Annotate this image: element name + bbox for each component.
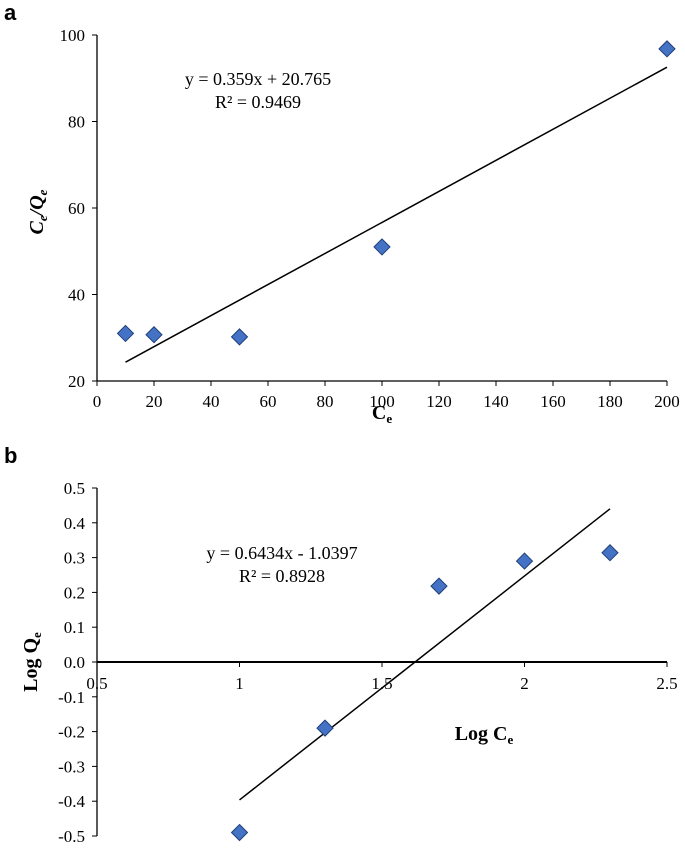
panel-b-data-points bbox=[230, 544, 619, 842]
y-tick-label: -0.1 bbox=[58, 688, 85, 707]
y-tick-label: 80 bbox=[68, 113, 85, 132]
y-tick-label: 0.5 bbox=[64, 479, 85, 498]
x-tick-label: 40 bbox=[203, 392, 220, 411]
x-tick-label: 100 bbox=[369, 392, 395, 411]
y-tick-label: -0.2 bbox=[58, 723, 85, 742]
panel-a-y-title-c: C bbox=[26, 220, 48, 234]
panel-b-equation: y = 0.6434x - 1.0397 bbox=[206, 543, 357, 563]
panel-b-label: b bbox=[4, 443, 17, 468]
data-point bbox=[116, 324, 135, 343]
x-tick-label: 160 bbox=[540, 392, 566, 411]
panel-a-x-title-sub: e bbox=[386, 411, 392, 426]
panel-a-x-axis-title: Ce bbox=[372, 402, 392, 426]
panel-b-r2: R² = 0.8928 bbox=[239, 566, 325, 586]
panel-b-x-title-main: Log C bbox=[455, 723, 508, 745]
x-tick-label: 0 bbox=[93, 392, 102, 411]
y-tick-label: 20 bbox=[68, 372, 85, 391]
panel-b-y-ticks: 0.5 0.4 0.3 0.2 0.1 0.0 -0.1 -0.2 -0.3 -0.4 -0.5 bbox=[58, 479, 97, 846]
x-tick-label: 200 bbox=[654, 392, 680, 411]
panel-b-chart: b 0.5 0.4 0.3 0.2 0.1 0.0 -0.1 -0.2 -0.3 -0.4 -0.5… bbox=[4, 443, 678, 846]
y-tick-label: -0.4 bbox=[58, 792, 85, 811]
y-tick-label: 100 bbox=[60, 26, 86, 45]
panel-b-trendline bbox=[239, 508, 611, 801]
data-point bbox=[601, 544, 619, 562]
panel-a-label: a bbox=[4, 0, 17, 25]
y-tick-label: 0.4 bbox=[64, 514, 86, 533]
x-tick-label: 180 bbox=[597, 392, 623, 411]
panel-b-y-title-sub: e bbox=[29, 632, 44, 638]
x-tick-label: 2 bbox=[520, 674, 529, 693]
y-tick-label: 0.2 bbox=[64, 583, 85, 602]
panel-a-trendline bbox=[125, 66, 668, 363]
data-point bbox=[430, 577, 448, 595]
data-point bbox=[230, 328, 249, 346]
panel-a-r2: R² = 0.9469 bbox=[215, 92, 301, 112]
x-tick-label: 0.5 bbox=[86, 674, 107, 693]
x-tick-label: 2.5 bbox=[656, 674, 677, 693]
panel-a-y-title-q: /Q bbox=[26, 195, 48, 217]
x-tick-label: 1.5 bbox=[371, 674, 392, 693]
data-point bbox=[316, 719, 334, 737]
x-tick-label: 60 bbox=[260, 392, 277, 411]
data-point bbox=[658, 40, 676, 58]
panel-b-y-axis-title: Log Qe bbox=[20, 632, 44, 692]
panel-a-data-points bbox=[116, 40, 676, 346]
x-tick-label: 1 bbox=[235, 674, 244, 693]
y-tick-label: 40 bbox=[68, 286, 85, 305]
y-tick-label: 0.3 bbox=[64, 549, 85, 568]
x-tick-label: 20 bbox=[146, 392, 163, 411]
panel-b-y-title-main: Log Q bbox=[20, 638, 42, 692]
y-tick-label: -0.5 bbox=[58, 827, 85, 846]
y-tick-label: 0.0 bbox=[64, 653, 85, 672]
panel-a-y-ticks: 20 40 60 80 100 bbox=[60, 26, 97, 391]
panel-a-equation: y = 0.359x + 20.765 bbox=[185, 69, 331, 89]
panel-a-y-axis-title: Ce/Qe bbox=[26, 189, 50, 234]
panel-a-x-title-main: C bbox=[372, 402, 386, 424]
data-point bbox=[145, 326, 163, 344]
panel-a-y-title-sub2: e bbox=[35, 189, 50, 195]
panel-a-chart: a 20 40 60 80 100 0 20 40 60 80 100 120 140 160 180 20… bbox=[4, 0, 680, 426]
panel-b-x-ticks: 0.5 1 1.5 2 2.5 bbox=[86, 662, 678, 693]
x-tick-label: 140 bbox=[483, 392, 509, 411]
x-tick-label: 80 bbox=[317, 392, 334, 411]
panel-a-y-title-sub1: e bbox=[35, 215, 50, 221]
panel-b-x-title-sub: e bbox=[508, 732, 514, 747]
data-point bbox=[230, 823, 249, 842]
panel-a-x-ticks: 0 20 40 60 80 100 120 140 160 180 200 bbox=[93, 381, 680, 411]
y-tick-label: 0.1 bbox=[64, 618, 85, 637]
panel-b-x-axis-title: Log Ce bbox=[455, 723, 514, 747]
data-point bbox=[515, 552, 534, 570]
y-tick-label: -0.3 bbox=[58, 757, 85, 776]
data-point bbox=[373, 238, 391, 256]
y-tick-label: 60 bbox=[68, 199, 85, 218]
x-tick-label: 120 bbox=[426, 392, 452, 411]
